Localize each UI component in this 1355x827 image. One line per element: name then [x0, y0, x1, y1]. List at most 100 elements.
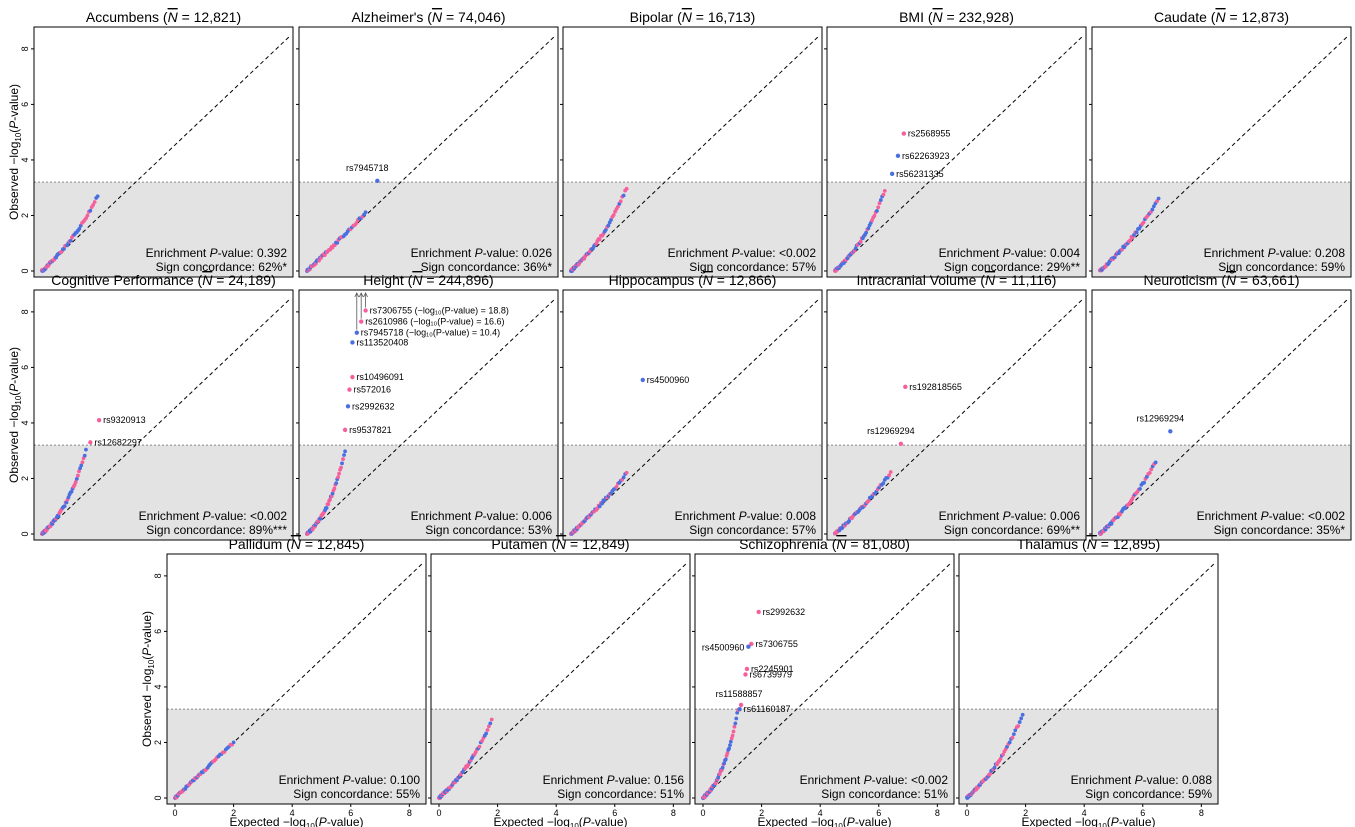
qq-point: [881, 192, 886, 197]
offscale-arrowhead: [363, 292, 368, 298]
y-tick-label: 8: [153, 573, 163, 578]
offscale-arrowhead: [358, 292, 364, 298]
qq-point: [720, 765, 725, 770]
qq-point: [1010, 735, 1015, 740]
panel-title: Bipolar (N = 16,713): [630, 9, 756, 25]
enrichment-pvalue: Enrichment P-value: 0.208: [1204, 246, 1346, 260]
qq-point: [624, 470, 629, 475]
x-tick-label: 0: [436, 808, 441, 818]
panel-hippocampus: rs4500960 Hippocampus (N = 12,866) Enrichm…: [560, 272, 823, 541]
qq-point: [480, 738, 484, 743]
qq-point: [354, 221, 359, 226]
enrichment-pvalue: Enrichment P-value: 0.100: [279, 773, 421, 787]
null-diagonal-line: [966, 561, 1217, 799]
qq-point: [878, 198, 883, 202]
snp-point: [744, 666, 750, 672]
sign-concordance: Sign concordance: 57%: [689, 523, 816, 537]
qq-point: [69, 489, 74, 494]
panel-title: Neuroticism (N = 63,661): [1143, 272, 1299, 288]
x-tick-label: 2: [231, 808, 236, 818]
qq-point: [84, 447, 88, 452]
x-tick-label: 2: [759, 808, 764, 818]
qq-point: [484, 731, 489, 736]
sign-concordance: Sign concordance: 62%*: [156, 260, 288, 274]
qq-point: [1016, 724, 1021, 728]
qq-point: [624, 186, 629, 191]
qq-point: [597, 237, 602, 242]
qq-point: [336, 475, 341, 480]
panel-title: Putamen (N = 12,849): [491, 536, 629, 552]
snp-point: [895, 153, 901, 158]
qq-point: [332, 486, 337, 491]
panel-title: Caudate (N = 12,873): [1154, 9, 1289, 25]
enrichment-pvalue: Enrichment P-value: 0.088: [1071, 773, 1213, 787]
qq-point: [330, 491, 335, 496]
qq-point: [1011, 732, 1016, 737]
enrichment-pvalue: Enrichment P-value: 0.006: [939, 509, 1081, 523]
qq-point: [614, 485, 619, 489]
snp-point: [756, 609, 761, 615]
y-tick-label: 6: [20, 365, 30, 370]
panel-accumbens: Accumbens (N = 12,821) Enrichment P-value…: [7, 9, 294, 278]
snp-label: rs62263923: [902, 151, 950, 161]
qq-point: [337, 471, 341, 476]
qq-point: [853, 246, 858, 251]
qq-point: [872, 213, 877, 218]
panel-frame: [1091, 289, 1352, 541]
qq-point: [1020, 712, 1025, 717]
null-region-shade: [34, 445, 293, 540]
null-region-shade: [1092, 182, 1351, 277]
null-diagonal-line: [1099, 297, 1350, 535]
x-tick-label: 2: [1023, 808, 1028, 818]
x-tick-label: 6: [1140, 808, 1145, 818]
snp-point: [347, 387, 352, 392]
qq-point: [343, 449, 347, 454]
qq-point: [615, 204, 620, 209]
qq-point: [1019, 716, 1024, 721]
enrichment-pvalue: Enrichment P-value: <0.002: [800, 773, 949, 787]
panel-schizophrenia: rs2992632 rs7306755 rs4500960 rs2245901rs67…: [692, 536, 955, 827]
sign-concordance: Sign concordance: 57%: [689, 260, 816, 274]
null-region-shade: [563, 445, 822, 540]
qq-point: [1017, 720, 1022, 724]
sign-concordance: Sign concordance: 55%: [293, 787, 420, 801]
sign-concordance: Sign concordance: 89%***: [146, 523, 287, 537]
panel-bipolar: Bipolar (N = 16,713) Enrichment P-value: …: [560, 9, 823, 278]
panel-frame: [298, 289, 559, 541]
y-tick-label: 4: [153, 684, 163, 689]
y-tick-label: 8: [20, 46, 30, 51]
snp-label: rs6739979: [749, 669, 792, 679]
snp-point: [901, 131, 907, 136]
qq-point: [1142, 480, 1146, 485]
null-diagonal-line: [41, 297, 292, 535]
qq-point: [95, 194, 100, 199]
x-tick-label: 8: [935, 808, 940, 818]
snp-label: rs4500960: [702, 643, 745, 653]
qq-point: [231, 740, 236, 745]
qq-point: [618, 199, 623, 204]
snp-point: [350, 374, 355, 380]
enrichment-pvalue: Enrichment P-value: 0.004: [939, 246, 1081, 260]
y-axis-label: Observed −log10(P-value): [140, 611, 156, 747]
qq-point: [68, 238, 73, 243]
snp-label: rs2992632: [763, 607, 806, 617]
sign-concordance: Sign concordance: 51%: [821, 787, 948, 801]
qq-point: [326, 502, 331, 507]
qq-point: [1156, 196, 1161, 201]
qq-point: [882, 188, 887, 193]
qq-point: [1128, 238, 1133, 243]
snp-point: [1168, 429, 1173, 434]
null-region-shade: [299, 182, 558, 277]
qq-point: [1001, 752, 1005, 757]
qq-point: [73, 480, 78, 484]
qq-point: [77, 226, 82, 231]
panel-title: Schizophrenia (N = 81,080): [739, 536, 910, 552]
qq-point: [888, 470, 893, 474]
x-tick-label: 4: [554, 808, 559, 818]
qq-point: [881, 481, 886, 486]
sign-concordance: Sign concordance: 36%*: [421, 260, 553, 274]
qq-point: [887, 473, 892, 478]
panel-title: Pallidum (N = 12,845): [229, 536, 365, 552]
qq-point: [998, 756, 1003, 761]
